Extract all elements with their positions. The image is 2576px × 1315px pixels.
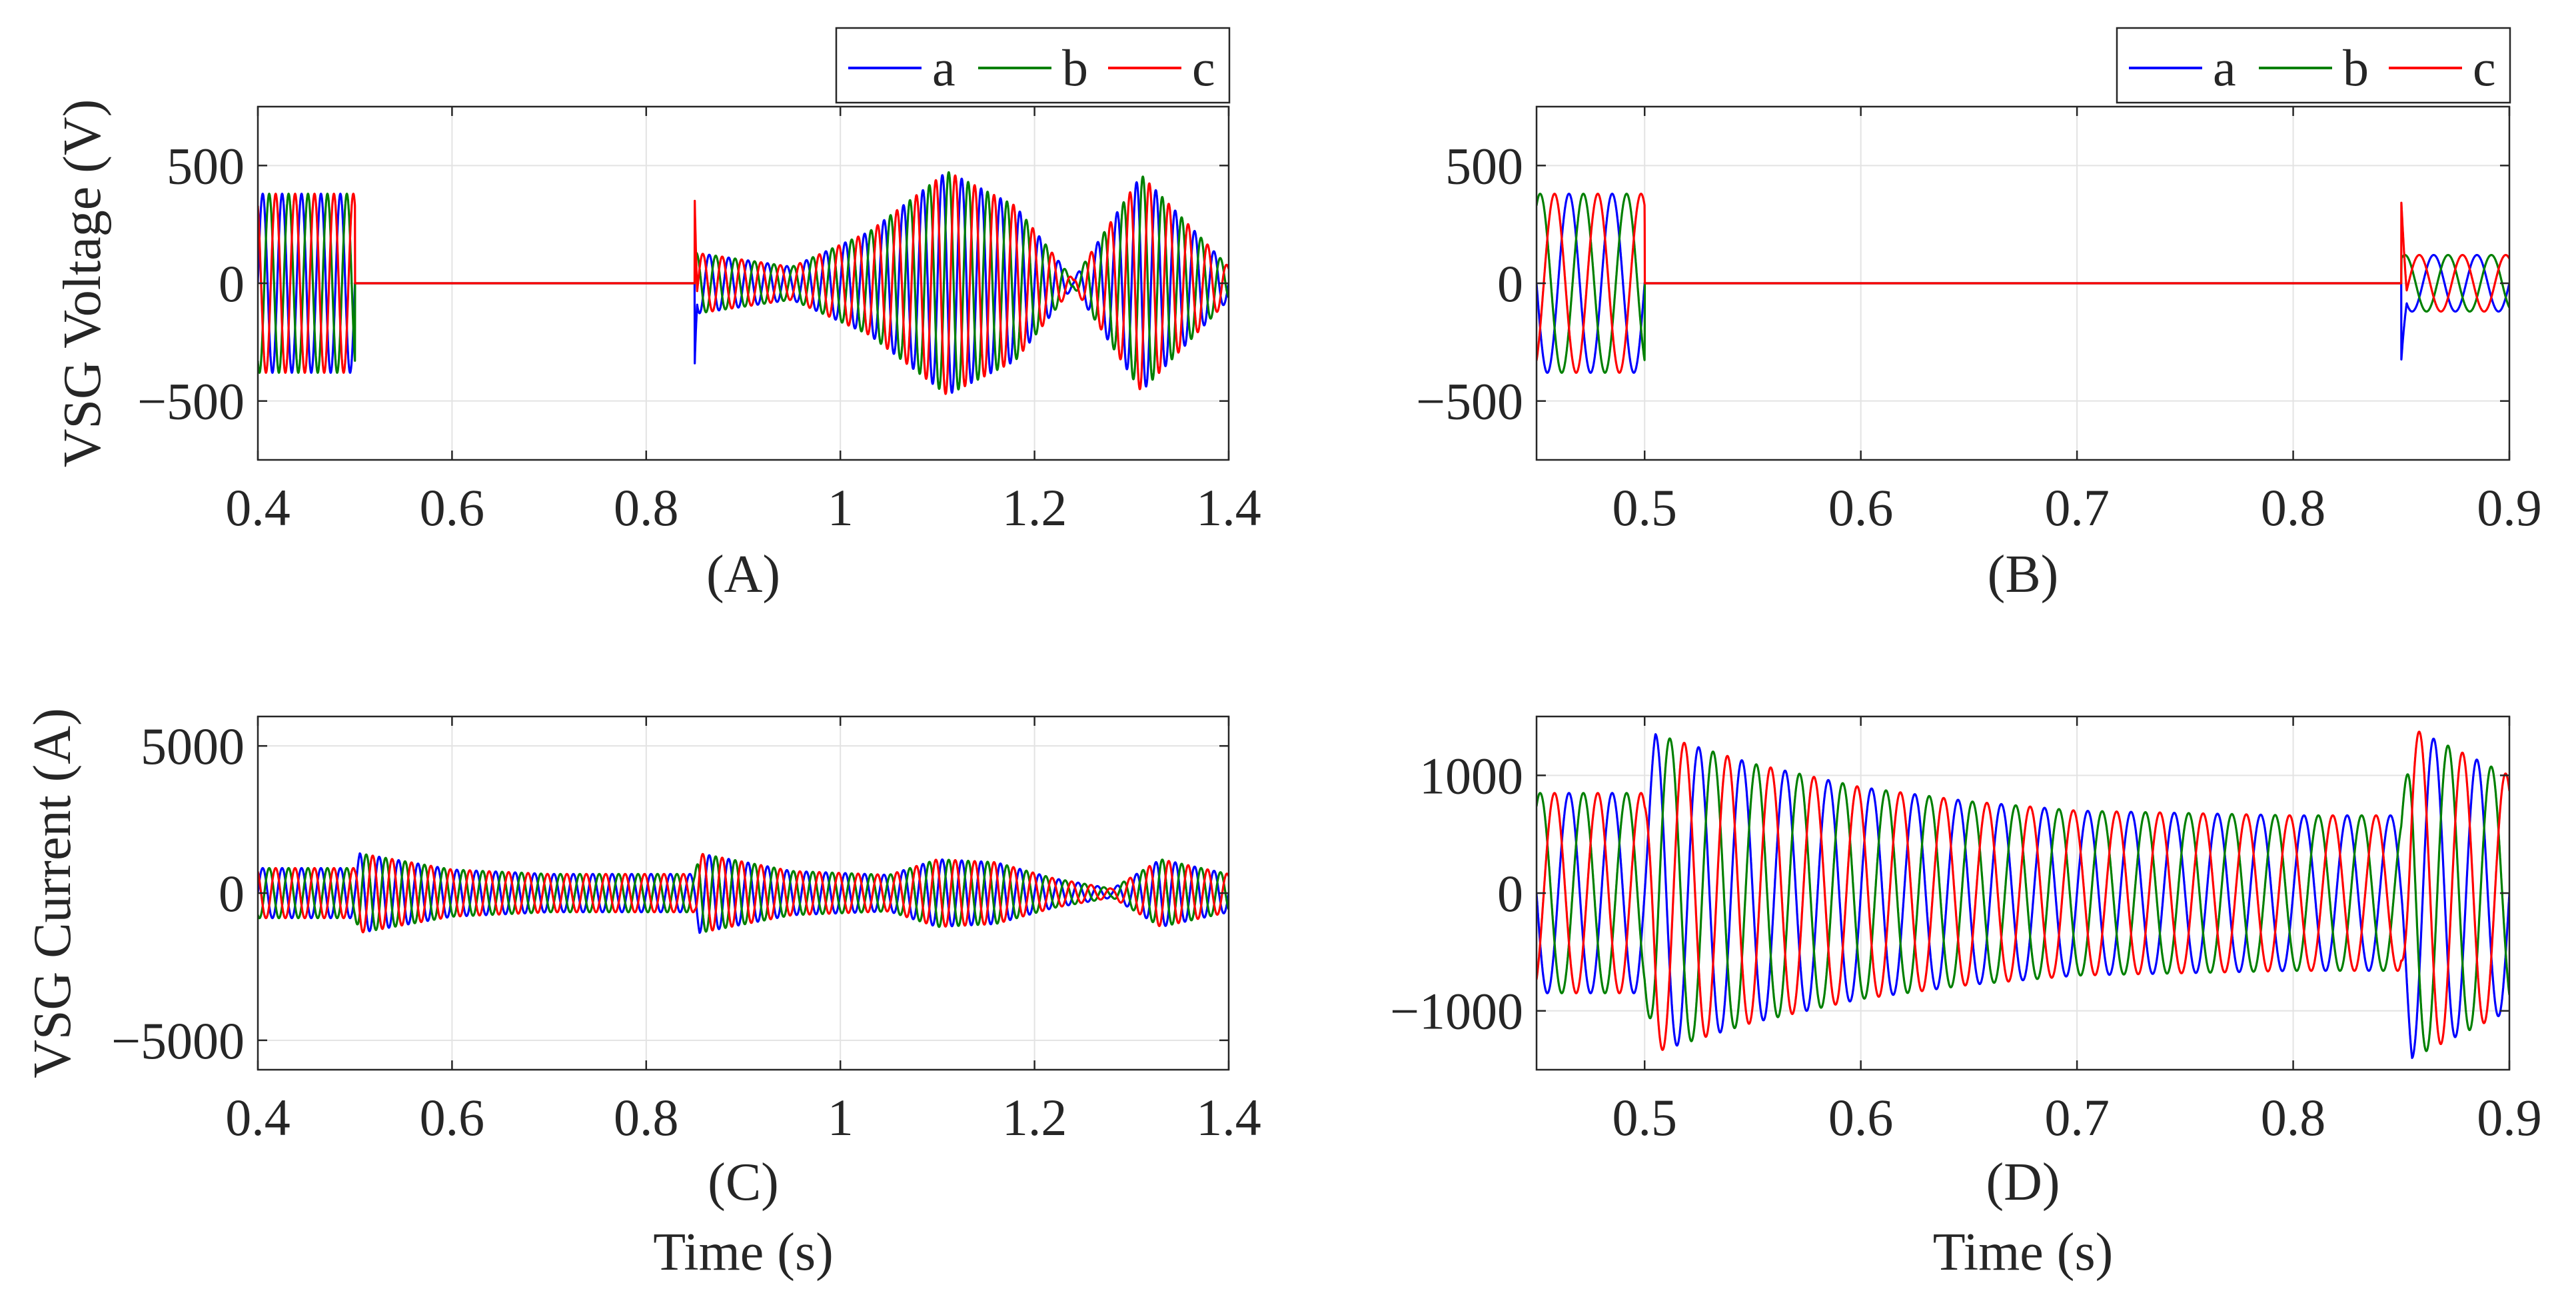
y-tick-label: −500	[137, 373, 245, 431]
y-tick-label: −500	[1416, 373, 1523, 431]
legend-label-c: c	[2473, 39, 2496, 97]
series-line-b	[258, 853, 1229, 933]
legend-label-a: a	[2213, 39, 2236, 97]
y-tick-label: 500	[1445, 137, 1523, 195]
panel-caption: (A)	[706, 545, 780, 604]
y-tick-label: 500	[167, 137, 245, 195]
series-group	[1537, 730, 2509, 1059]
legend-box	[2116, 27, 2511, 104]
y-axis-label: VSG Current (A)	[23, 708, 82, 1078]
panel-caption: (B)	[1988, 545, 2059, 604]
y-tick-label: 0	[219, 255, 245, 313]
panel-A-voltage-long: 0.4 0.6 0.8 1 1.2 1.4 −500 0 500 (A) VSG Voltage (…	[53, 27, 1261, 604]
legend-label-c: c	[1192, 39, 1215, 97]
x-tick-label: 0.6	[420, 479, 485, 537]
x-tick-label: 0.5	[1612, 1088, 1677, 1146]
series-line-c	[1537, 730, 2509, 1051]
panel-C-current-long: 0.4 0.6 0.8 1 1.2 1.4 −5000 0 5000 (C) VSG Current…	[23, 708, 1261, 1282]
series-line-a	[1537, 733, 2509, 1059]
legend-box	[835, 27, 1231, 104]
panel-caption: (D)	[1986, 1153, 2060, 1212]
x-tick-label: 0.5	[1612, 479, 1677, 537]
series-group	[258, 852, 1229, 934]
legend-label-b: b	[2343, 39, 2369, 97]
x-tick-label: 0.4	[225, 479, 291, 537]
y-tick-label: 0	[1497, 255, 1523, 313]
x-tick-label: 0.6	[420, 1088, 485, 1146]
legend: a b c	[2116, 27, 2511, 104]
x-tick-label: 0.6	[1828, 1088, 1894, 1146]
y-tick-label: 1000	[1419, 746, 1523, 804]
legend-label-a: a	[932, 39, 956, 97]
series-group	[258, 171, 1229, 395]
x-axis-label: Time (s)	[1933, 1223, 2113, 1282]
legend-label-b: b	[1062, 39, 1088, 97]
x-tick-label: 0.8	[2261, 479, 2326, 537]
x-tick-label: 1.4	[1196, 1088, 1261, 1146]
x-tick-label: 0.6	[1828, 479, 1894, 537]
y-tick-label: −1000	[1390, 982, 1523, 1040]
panel-D-current-zoom: 0.5 0.6 0.7 0.8 0.9 −1000 0 1000 (D) Time (s)	[1390, 715, 2542, 1282]
series-line-c	[258, 852, 1229, 934]
x-tick-label: 1.2	[1002, 1088, 1067, 1146]
x-tick-label: 0.9	[2477, 1088, 2542, 1146]
x-tick-label: 0.9	[2477, 479, 2542, 537]
x-tick-label: 0.7	[2044, 479, 2110, 537]
y-tick-label: 5000	[141, 717, 245, 775]
panel-caption: (C)	[708, 1153, 779, 1212]
series-line-c	[258, 174, 1229, 395]
y-axis-label: VSG Voltage (V)	[53, 99, 112, 468]
x-tick-label: 0.8	[2261, 1088, 2326, 1146]
legend: a b c	[835, 27, 1231, 104]
x-tick-label: 0.4	[225, 1088, 291, 1146]
y-tick-label: −5000	[111, 1012, 245, 1070]
panel-B-voltage-zoom: 0.5 0.6 0.7 0.8 0.9 −500 0 500 (B) a b c	[1416, 27, 2542, 604]
x-tick-label: 1	[828, 479, 854, 537]
y-tick-label: 0	[1497, 864, 1523, 922]
x-tick-label: 1	[828, 1088, 854, 1146]
x-tick-label: 0.8	[614, 479, 679, 537]
x-tick-label: 1.4	[1196, 479, 1261, 537]
series-group	[1537, 193, 2509, 374]
x-axis-label: Time (s)	[653, 1223, 833, 1282]
x-tick-label: 0.8	[614, 1088, 679, 1146]
series-line-c	[1537, 193, 2509, 374]
y-tick-label: 0	[219, 864, 245, 922]
x-tick-label: 0.7	[2044, 1088, 2110, 1146]
series-line-a	[258, 852, 1229, 934]
x-tick-label: 1.2	[1002, 479, 1067, 537]
